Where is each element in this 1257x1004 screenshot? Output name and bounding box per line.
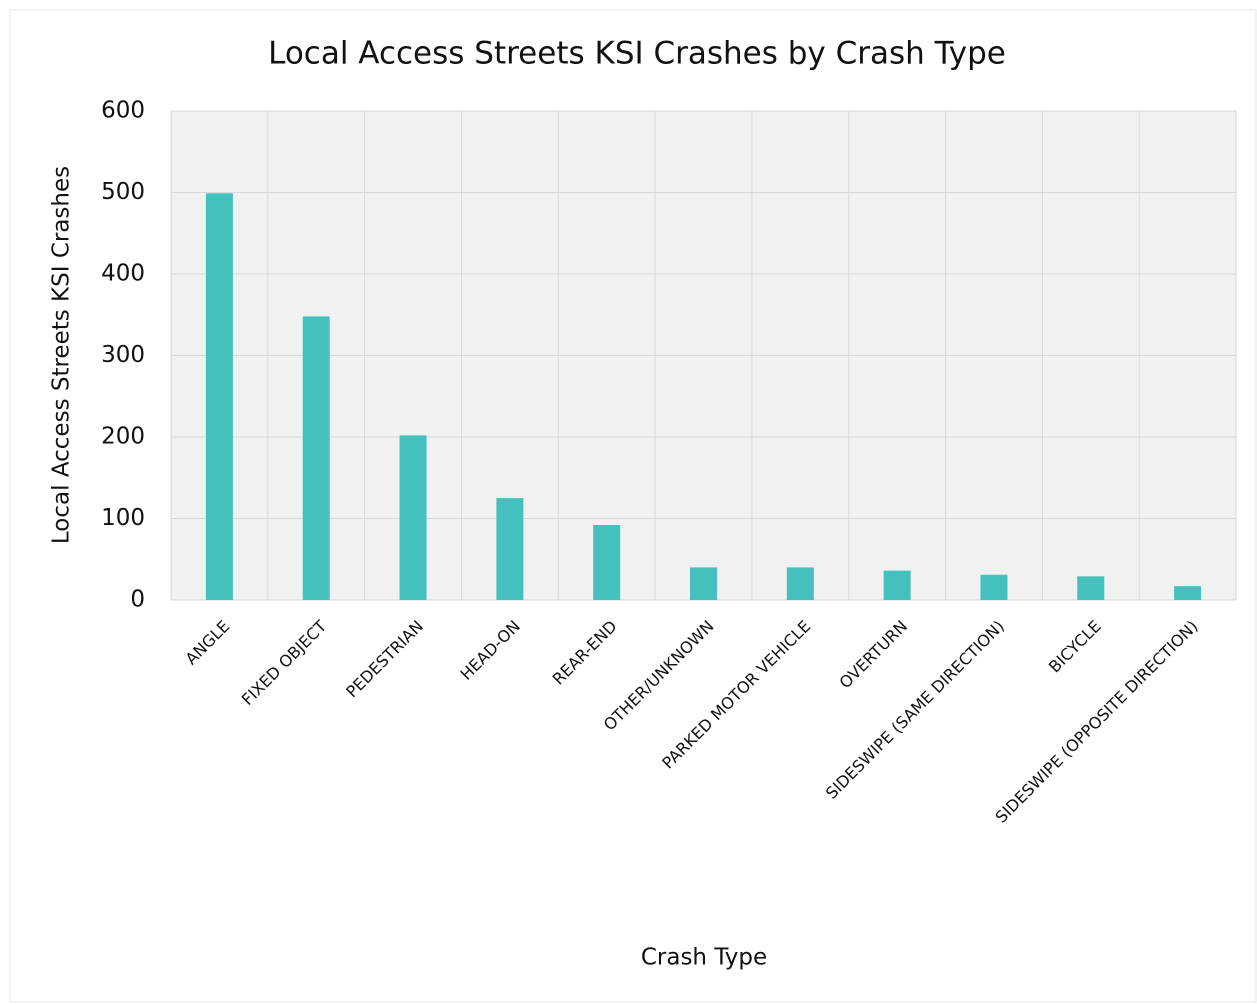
- y-axis-title: Local Access Streets KSI Crashes: [49, 166, 75, 544]
- y-tick-label: 400: [101, 261, 145, 287]
- bar: [786, 567, 814, 600]
- x-axis-title: Crash Type: [641, 945, 767, 971]
- bar: [399, 435, 427, 600]
- bar: [593, 525, 621, 600]
- chart-title: Local Access Streets KSI Crashes by Cras…: [268, 36, 1006, 72]
- y-tick-label: 600: [101, 98, 145, 124]
- y-tick-label: 300: [101, 342, 145, 368]
- bar: [302, 316, 330, 600]
- y-tick-label: 100: [101, 505, 145, 531]
- bar: [980, 574, 1008, 600]
- bar: [496, 498, 524, 600]
- bar: [205, 193, 233, 600]
- bar: [883, 570, 911, 600]
- y-tick-label: 500: [101, 179, 145, 205]
- bar: [690, 567, 717, 600]
- bar: [1077, 576, 1105, 600]
- y-tick-label: 0: [130, 587, 145, 613]
- bar: [1174, 586, 1202, 600]
- y-tick-label: 200: [101, 424, 145, 450]
